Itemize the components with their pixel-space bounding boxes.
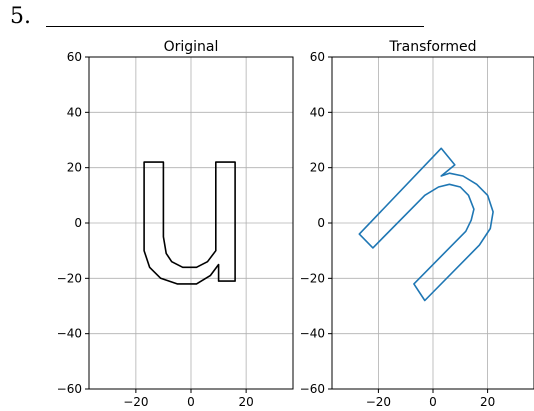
y-tick-label: −40 xyxy=(300,327,325,341)
y-tick-label: 0 xyxy=(317,216,325,230)
y-tick-label: −40 xyxy=(57,327,82,341)
y-tick-label: 60 xyxy=(310,50,325,64)
y-tick-label: 40 xyxy=(67,105,82,119)
x-tick-label: 20 xyxy=(238,395,253,409)
x-tick-label: 20 xyxy=(480,395,495,409)
shape-outline xyxy=(358,147,494,302)
x-tick-label: −20 xyxy=(366,395,391,409)
y-tick-label: −20 xyxy=(300,271,325,285)
x-tick-label: 0 xyxy=(429,395,437,409)
x-tick-label: −20 xyxy=(123,395,148,409)
x-tick-label: 0 xyxy=(187,395,195,409)
y-tick-label: 40 xyxy=(310,105,325,119)
y-tick-label: −20 xyxy=(57,271,82,285)
shape-outline xyxy=(143,161,236,285)
y-tick-label: 0 xyxy=(74,216,82,230)
panel-original: −20 0 20 −60 −40 −20 0 20 40 60 Original xyxy=(57,39,294,409)
panel-transformed: −20 0 20 −60 −40 −20 0 20 40 60 Transformed xyxy=(300,39,534,409)
panel-title: Transformed xyxy=(388,39,476,55)
panel-title: Original xyxy=(164,39,219,55)
answer-blank-line xyxy=(46,26,424,27)
problem-number: 5. xyxy=(10,4,31,29)
y-tick-label: −60 xyxy=(300,382,325,396)
y-tick-label: 20 xyxy=(67,161,82,175)
y-tick-label: 60 xyxy=(67,50,82,64)
y-tick-label: 20 xyxy=(310,161,325,175)
y-tick-label: −60 xyxy=(57,382,82,396)
